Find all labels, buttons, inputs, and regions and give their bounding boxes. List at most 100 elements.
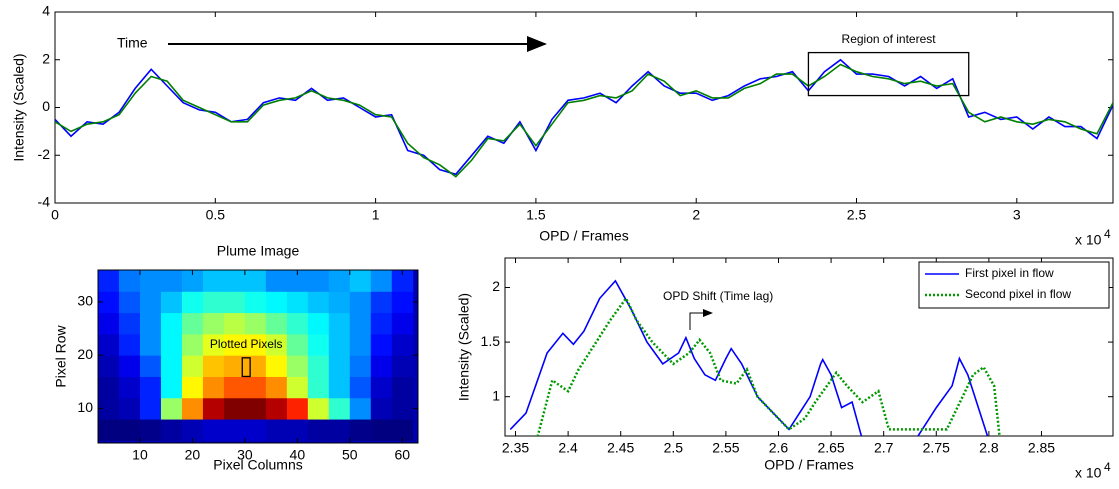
series-line: [55, 58, 1113, 176]
heat-cell: [391, 355, 414, 377]
x-tick-label: 2.65: [817, 440, 844, 456]
heat-cell: [202, 376, 225, 399]
annotation: Time: [117, 35, 148, 51]
heat-cell: [370, 333, 393, 356]
heat-cell: [391, 270, 414, 292]
heat-cell: [328, 419, 351, 441]
heat-cell: [244, 270, 267, 292]
heat-cell: [328, 355, 351, 377]
heat-cell: [370, 291, 393, 314]
x-tick-label: 2.6: [769, 440, 789, 456]
legend-box: [918, 261, 1110, 309]
x-tick-label: 3: [1013, 207, 1021, 223]
heat-cell: [98, 333, 120, 356]
x-tick-label: 2.4: [558, 440, 578, 456]
heat-cell: [98, 376, 120, 399]
heat-cell: [286, 333, 309, 356]
x-tick-label: 50: [342, 447, 358, 463]
heat-cell: [265, 291, 288, 314]
heat-cell: [370, 355, 393, 377]
heat-cell: [307, 333, 330, 356]
heat-cell: [202, 419, 225, 441]
x-axis-label: OPD / Frames: [539, 228, 628, 244]
heat-cell: [265, 333, 288, 356]
x-tick-label: 30: [237, 447, 253, 463]
x-tick-label: 1: [372, 207, 380, 223]
y-tick-label: 1: [492, 387, 500, 403]
heat-cell: [98, 312, 120, 335]
heat-cell: [307, 355, 330, 377]
x-multiplier: x 10: [1075, 232, 1102, 248]
heat-cell: [160, 270, 183, 292]
legend-label: Second pixel in flow: [965, 287, 1071, 301]
heat-cell: [307, 419, 330, 441]
heat-cell: [160, 312, 183, 335]
heat-cell: [223, 397, 246, 420]
heat-cell: [244, 333, 267, 356]
heat-cell: [139, 376, 162, 399]
x-tick-label: 2.8: [979, 440, 999, 456]
heat-cell: [139, 333, 162, 356]
y-tick-label: 0: [42, 98, 50, 114]
heat-cell: [202, 333, 225, 356]
heat-cell: [98, 397, 120, 420]
heat-cell: [328, 291, 351, 314]
y-tick-label: -4: [38, 194, 51, 210]
heat-cell: [286, 419, 309, 441]
heat-cell: [391, 333, 414, 356]
heat-cell: [98, 419, 120, 441]
heat-cell: [139, 291, 162, 314]
x-tick-label: 20: [185, 447, 201, 463]
x-tick-label: 2.5: [847, 207, 867, 223]
heat-cell: [286, 291, 309, 314]
y-tick-label: 20: [77, 346, 93, 362]
series-line: [55, 63, 1113, 178]
heat-cell: [118, 419, 141, 441]
heat-cell: [370, 312, 393, 335]
heat-cell: [202, 312, 225, 335]
heat-cell: [286, 397, 309, 420]
heat-cell: [223, 355, 246, 377]
y-axis-label: Intensity (Scaled): [11, 53, 27, 161]
shift-arrow: [689, 309, 713, 330]
x-axis-label: OPD / Frames: [764, 457, 853, 473]
heat-cell: [244, 397, 267, 420]
heat-cell: [202, 291, 225, 314]
heat-cell: [328, 270, 351, 292]
y-tick-label: 2: [492, 278, 500, 294]
heat-cell: [223, 270, 246, 292]
heat-cell: [328, 397, 351, 420]
heat-cell: [181, 397, 204, 420]
heat-cell: [139, 270, 162, 292]
heat-cell: [265, 312, 288, 335]
y-tick-label: 30: [77, 293, 93, 309]
heat-cell: [118, 333, 141, 356]
heat-cell: [349, 291, 372, 314]
legend-label: First pixel in flow: [965, 266, 1054, 280]
y-tick-label: 2: [42, 50, 50, 66]
x-tick-label: 2.5: [664, 440, 684, 456]
x-tick-label: 0.5: [206, 207, 226, 223]
heat-cell: [391, 312, 414, 335]
heat-cell: [307, 291, 330, 314]
heat-cell: [118, 291, 141, 314]
heat-cell: [181, 376, 204, 399]
x-tick-label: 60: [394, 447, 410, 463]
heat-cell: [160, 355, 183, 377]
heat-cell: [391, 376, 414, 399]
x-tick-label: 2.75: [923, 440, 950, 456]
series-line: [536, 295, 1001, 436]
heat-cell: [286, 376, 309, 399]
heat-cell: [181, 270, 204, 292]
heat-cell: [118, 312, 141, 335]
x-multiplier: x 10: [1075, 465, 1102, 481]
x-tick-label: 10: [132, 447, 148, 463]
x-multiplier-exp: 4: [1104, 460, 1111, 474]
y-tick-label: 4: [42, 3, 50, 19]
x-tick-label: 1.5: [526, 207, 546, 223]
y-axis-label: Intensity (Scaled): [456, 293, 472, 401]
heat-cell: [181, 333, 204, 356]
heat-cell: [244, 376, 267, 399]
heat-cell: [286, 312, 309, 335]
